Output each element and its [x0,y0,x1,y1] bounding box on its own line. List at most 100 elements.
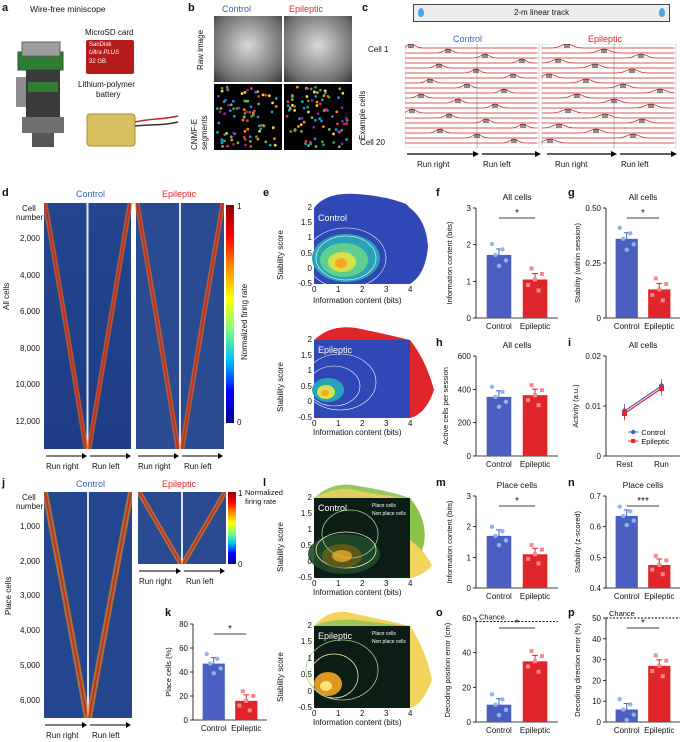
segment-dot [223,112,226,116]
c-run-left-ctl: Run left [483,160,511,169]
panel-letter-d: d [2,187,9,199]
x-tick-label: Epileptic [520,592,550,601]
y-tick-label: 10 [592,697,601,706]
subject-point [536,561,541,566]
segment-dot [229,103,233,107]
j-cell-label-1: Cell [22,493,36,502]
segment-dot [220,86,224,90]
trace-line [405,88,537,94]
subject-point [211,671,216,676]
segment-dot [323,89,327,93]
l-ticks-xtick: 3 [384,709,389,718]
j-cell-label-2: number [16,502,44,511]
subject-point [500,389,505,395]
trace-event [408,44,414,48]
segment-dot [236,141,240,145]
segment-dot [314,94,318,98]
segment-dot [243,137,247,141]
segment-dot [249,139,252,143]
y-tick-label: 0 [184,716,189,725]
x-tick-label: Control [486,322,512,331]
segment-dot [340,106,344,110]
y-tick-label: 3 [467,492,472,501]
subject-point [208,661,213,666]
segment-dot [319,88,322,92]
l-ticks-xtick: 4 [408,579,413,588]
trace-line [542,93,674,99]
trace-event [556,124,562,128]
trace-line [405,58,537,64]
data-point [622,411,627,416]
y-axis-label: Place cells (%) [164,647,173,697]
subject-point [660,674,665,679]
subject-point [533,552,538,557]
segment-dot [289,130,293,133]
subject-point [628,231,633,236]
trace-event [446,114,452,118]
subject-point [624,717,629,723]
data-point [659,386,664,391]
x-tick-label: Epileptic [644,726,674,735]
segment-dot [307,144,310,148]
segment-dot [310,98,314,102]
subject-point [650,292,655,297]
segment-dot [327,95,331,99]
segment-dot [320,119,323,123]
x-tick-label: Control [486,592,512,601]
trace-line [405,63,537,69]
subject-point [664,281,669,286]
segment-dot [305,95,309,98]
l-ticks-ytick: 1.5 [300,509,312,518]
miniscope-illustration [16,41,64,147]
subject-point [631,712,636,717]
trace-line [405,123,538,129]
c-run-right-ctl: Run right [417,160,450,169]
raw-image-control [214,16,282,82]
j-ytick: 2,000 [19,556,40,566]
segment-dot [246,127,250,131]
segment-dot [248,135,252,139]
subject-point [657,287,662,292]
subject-point [526,283,531,287]
c-cell20-label: Cell 20 [360,138,385,147]
trace-line [542,83,674,89]
subject-point [529,648,534,653]
segment-dot [337,96,340,100]
b-raw-image-label: Raw image [196,29,205,70]
panel-letter-m: m [436,477,446,489]
y-tick-label: 0.5 [590,553,602,562]
subject-point [529,266,534,271]
subject-point [500,529,505,534]
panel-letter-i: i [568,337,572,349]
segment-dot [302,120,306,124]
legend-marker [631,429,636,435]
e-ticks-xtick: 1 [336,419,341,428]
trace-event [501,89,507,93]
l-legend-place: Place cells [372,503,396,509]
segment-dot [321,125,325,129]
panel-letter-j: j [2,477,6,489]
j-control-label: Control [76,479,106,489]
d-ytick: 2,000 [19,234,40,244]
l-legend-nonplace-epi: Non place cells [372,639,406,645]
trace-event [564,44,570,48]
segment-dot [231,99,235,103]
b-epileptic-label: Epileptic [289,4,324,14]
y-tick-label: 600 [458,352,472,361]
segment-dot [224,99,227,102]
sd-model: Ultra PLUS [89,50,120,56]
y-tick-label: 40 [462,649,471,658]
segment-dot [254,90,258,94]
segment-dot [223,139,226,143]
microsd-card: SanDisk Ultra PLUS 32 GB [86,40,134,74]
segment-dot [240,92,244,95]
y-tick-label: 1 [467,277,472,286]
subject-point [218,666,223,671]
c-control-label: Control [453,34,483,44]
y-tick-label: 60 [462,614,471,623]
d-cb-max: 1 [237,202,242,211]
subject-point [493,394,498,400]
segment-dot [246,88,250,92]
segment-dot [345,118,349,122]
trace-line [405,103,537,109]
